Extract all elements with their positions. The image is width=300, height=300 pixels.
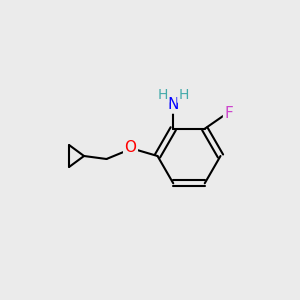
Text: H: H [158, 88, 168, 102]
Text: O: O [124, 140, 136, 154]
Text: F: F [224, 106, 233, 121]
Text: H: H [178, 88, 189, 102]
Text: N: N [168, 97, 179, 112]
